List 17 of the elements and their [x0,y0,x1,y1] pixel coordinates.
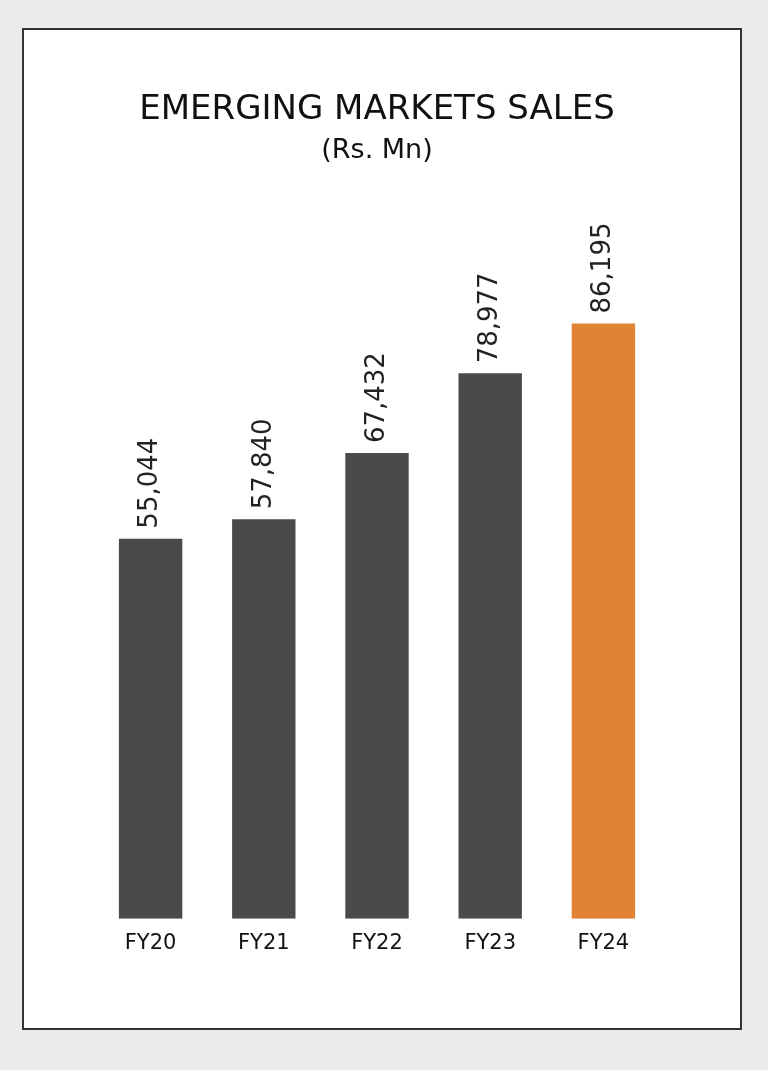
data-label: 78,977 [472,272,503,364]
bar [118,538,183,919]
bar [571,323,636,919]
chart-title: EMERGING MARKETS SALES [139,87,615,128]
x-tick-label: FY24 [577,929,630,954]
data-label: 55,044 [133,437,164,529]
x-tick-label: FY20 [124,929,177,954]
x-tick-label: FY22 [351,929,403,954]
x-tick-label: FY21 [237,929,290,954]
bar [345,453,409,919]
x-tick-label: FY23 [464,929,517,954]
data-label: 86,195 [586,222,617,314]
bar [232,519,296,919]
bar [458,373,522,919]
data-label: 67,432 [359,352,390,444]
chart-subtitle: (Rs. Mn) [321,133,433,165]
data-label: 57,840 [246,418,277,510]
